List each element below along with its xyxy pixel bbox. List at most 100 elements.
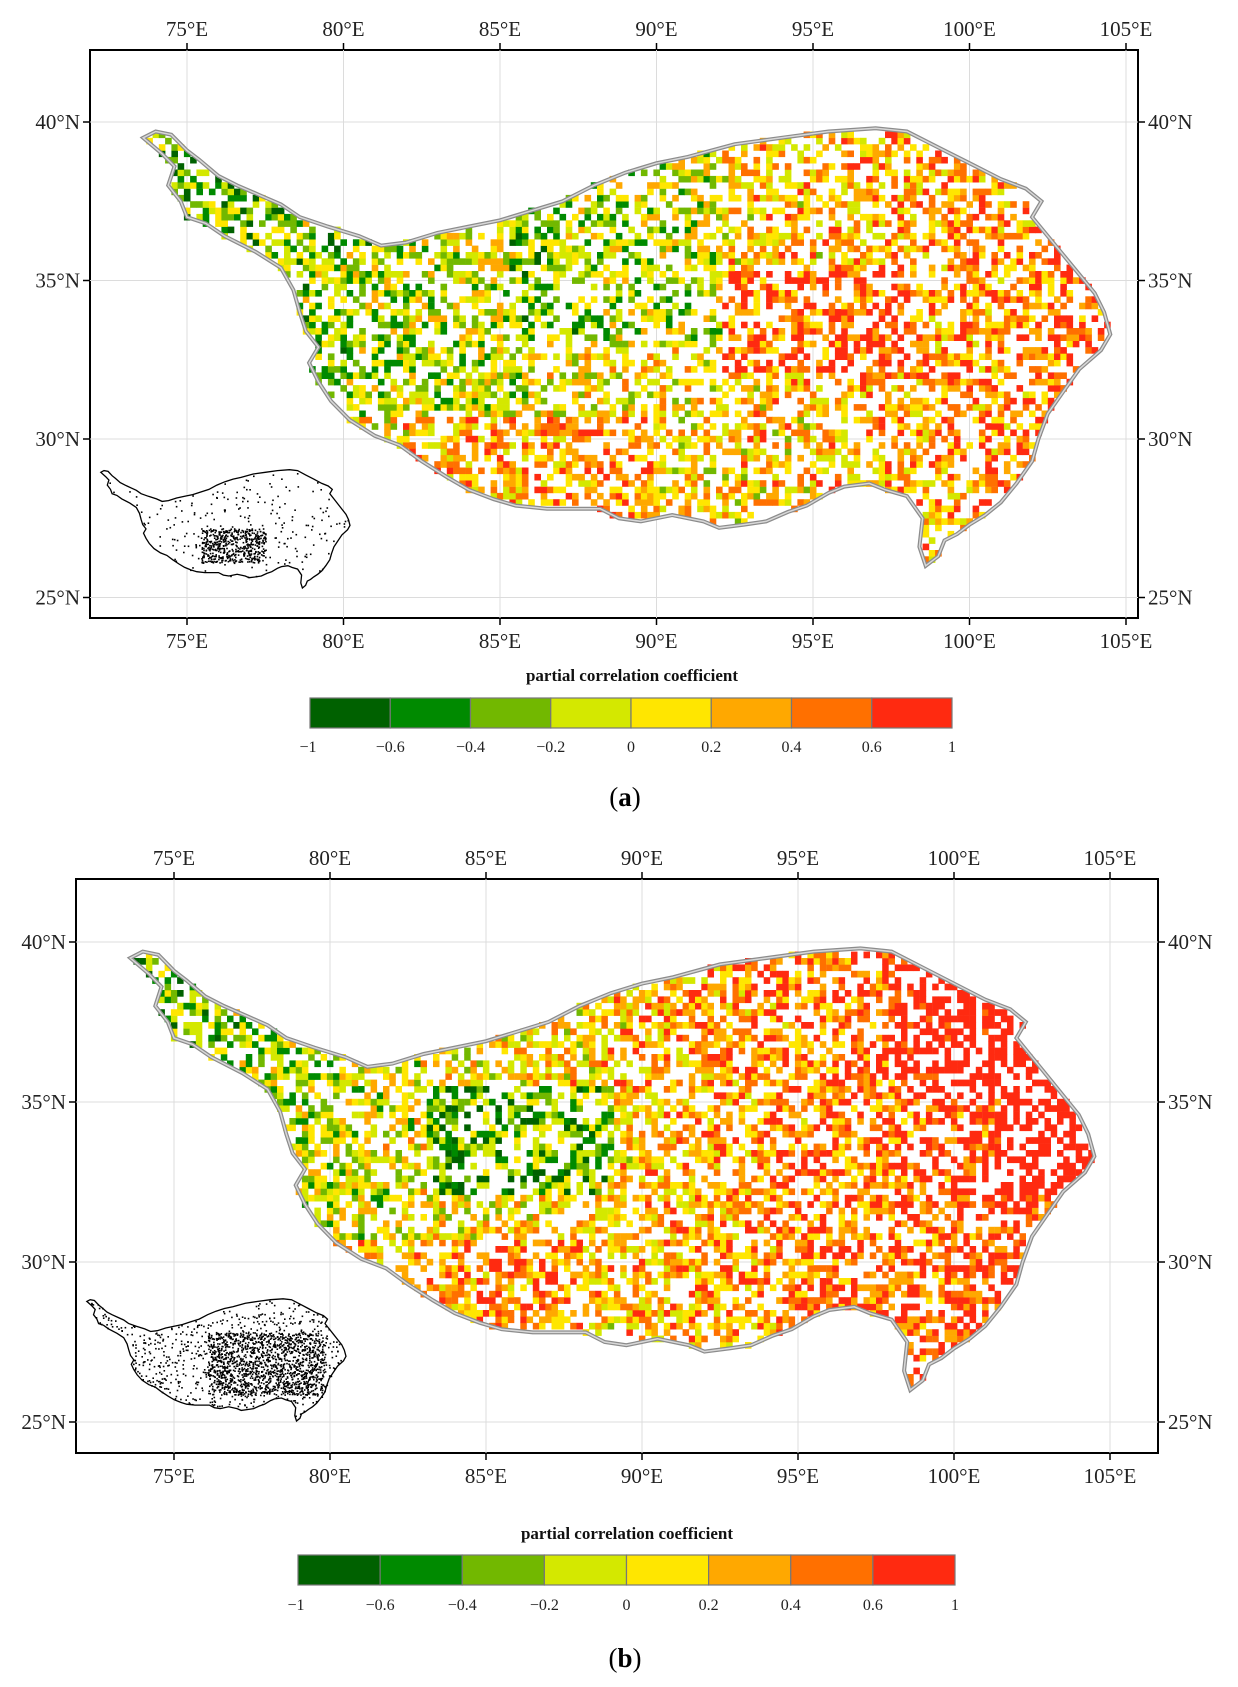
correlation-pixel [853,309,861,316]
correlation-pixel [722,302,729,310]
correlation-pixel [496,410,504,418]
inset-significant-pixel [257,560,260,562]
correlation-pixel [383,1150,390,1157]
correlation-pixel [991,423,998,430]
correlation-pixel [572,258,579,265]
correlation-pixel [615,207,623,215]
inset-significant-pixel [217,545,220,547]
correlation-pixel [640,359,648,367]
correlation-pixel [941,156,948,164]
inset-significant-pixel [328,515,330,518]
correlation-pixel [503,366,510,373]
correlation-pixel [834,435,842,443]
correlation-pixel [451,1137,459,1144]
correlation-pixel [922,423,930,430]
correlation-pixel [1041,366,1049,373]
correlation-pixel [603,334,610,341]
correlation-pixel [415,252,423,259]
correlation-pixel [453,302,460,310]
correlation-pixel [872,302,880,310]
correlation-pixel [302,296,310,303]
correlation-pixel [860,378,867,386]
inset-significant-pixel [218,546,221,548]
correlation-pixel [434,359,441,367]
inset-significant-pixel [184,535,186,538]
correlation-pixel [401,1130,409,1138]
correlation-pixel [453,232,460,240]
correlation-pixel [327,252,335,259]
correlation-pixel [947,505,955,513]
correlation-pixel [446,271,454,278]
correlation-pixel [878,372,886,379]
correlation-pixel [476,1060,484,1068]
correlation-pixel [1035,372,1042,379]
correlation-pixel [853,416,861,424]
correlation-pixel [283,1047,290,1055]
correlation-pixel [640,194,648,202]
inset-significant-pixel [223,538,226,540]
correlation-pixel [653,169,660,177]
correlation-pixel [603,220,610,227]
correlation-pixel [609,410,617,418]
correlation-pixel [457,1252,465,1260]
correlation-pixel [985,321,992,329]
correlation-pixel [772,328,779,335]
correlation-pixel [978,290,986,297]
correlation-pixel [309,277,316,284]
inset-significant-pixel [245,541,248,544]
correlation-pixel [816,309,823,316]
correlation-pixel [966,385,973,392]
correlation-pixel [1060,290,1067,297]
correlation-pixel [320,1182,328,1189]
correlation-pixel [340,359,347,367]
correlation-pixel [503,334,510,341]
correlation-pixel [766,302,773,310]
correlation-pixel [1047,353,1055,360]
correlation-pixel [872,480,880,487]
correlation-pixel [578,378,585,386]
correlation-pixel [885,296,892,303]
inset-significant-pixel [257,562,260,564]
correlation-pixel [803,144,811,151]
correlation-pixel [482,1207,490,1215]
correlation-pixel [597,271,604,278]
correlation-pixel [183,1028,190,1036]
inset-significant-pixel [247,520,250,523]
correlation-pixel [565,423,573,430]
correlation-pixel [747,232,754,240]
correlation-pixel [371,258,379,265]
correlation-pixel [659,467,667,475]
correlation-pixel [346,309,354,316]
correlation-pixel [534,315,541,322]
correlation-pixel [451,1105,459,1112]
inset-significant-pixel [262,539,264,542]
correlation-pixel [803,385,811,392]
correlation-pixel [352,271,360,278]
correlation-pixel [634,454,642,462]
correlation-pixel [359,239,366,246]
correlation-pixel [214,1028,222,1036]
panel-a: 75°E 80°E 85°E 90°E 95°E 100°E 105°E 75°E 80°E 8… [0,0,1238,830]
correlation-pixel [803,366,811,373]
correlation-pixel [972,188,980,196]
correlation-pixel [822,454,829,462]
correlation-pixel [659,315,667,322]
correlation-pixel [903,245,911,253]
correlation-pixel [383,1188,390,1196]
inset-significant-pixel [258,560,261,562]
correlation-pixel [910,467,917,475]
inset-significant-pixel [200,537,203,539]
correlation-pixel [734,347,742,354]
inset-significant-pixel [278,517,281,519]
correlation-pixel [722,423,729,430]
correlation-pixel [309,232,316,240]
correlation-pixel [433,1156,440,1164]
y-ticks-left: 40°N35°N30°N25°N [35,110,90,610]
correlation-pixel [603,296,610,303]
correlation-pixel [703,258,711,265]
correlation-pixel [853,163,861,170]
correlation-pixel [897,271,905,278]
correlation-pixel [860,239,867,246]
correlation-pixel [935,353,942,360]
correlation-pixel [459,480,466,487]
